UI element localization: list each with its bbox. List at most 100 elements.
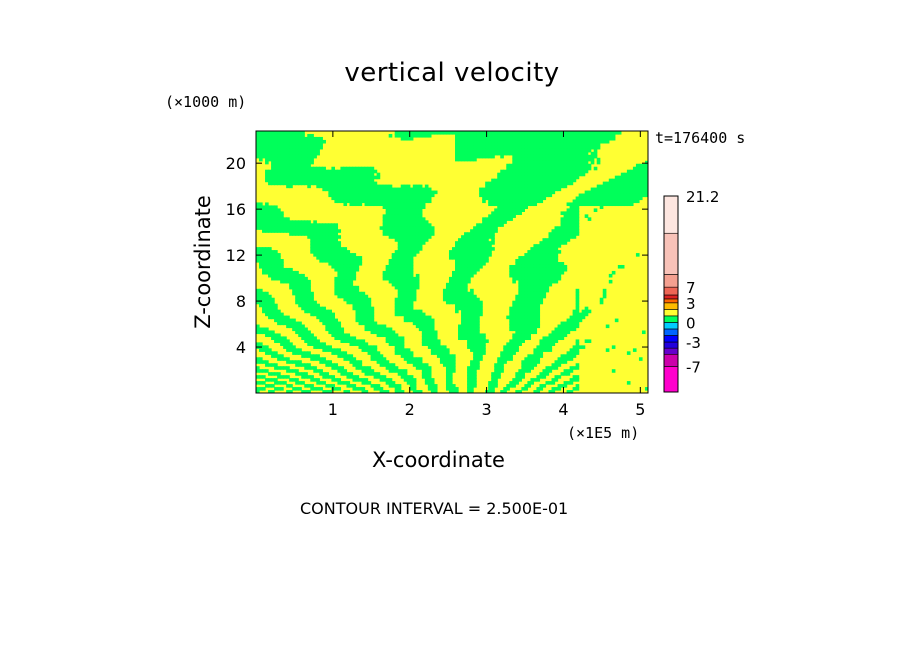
field-cell [406,184,411,189]
field-cell [518,300,522,305]
field-cell [277,375,281,379]
field-cell [352,169,357,174]
field-cell [572,223,577,227]
field-cell [464,262,468,266]
field-cell [539,163,544,168]
field-cell [524,187,528,192]
field-cell [292,285,296,290]
field-cell [355,378,360,382]
field-cell [527,154,531,159]
field-cell [527,163,531,168]
field-cell [602,136,607,141]
field-cell [566,235,571,239]
field-cell [500,211,504,215]
field-cell [322,360,326,364]
field-cell [464,253,468,257]
field-cell [445,378,450,382]
field-cell [518,309,522,314]
field-cell [298,163,302,168]
field-cell [608,187,613,192]
field-cell [521,172,525,177]
field-cell [334,378,339,382]
field-cell [286,175,290,180]
field-cell [418,232,423,236]
field-cell [488,148,492,153]
field-cell [599,202,604,207]
field-cell [458,238,462,242]
field-cell [415,250,420,254]
colorbar-segment [663,298,679,304]
field-cell [298,145,302,150]
field-cell [482,253,486,257]
field-cell [379,360,384,364]
field-cell [488,151,492,156]
field-cell [280,214,284,218]
field-cell [319,136,323,141]
field-cell [313,342,317,346]
field-cell [397,288,402,293]
field-cell [539,196,544,201]
field-cell [512,348,516,352]
field-cell [412,378,417,382]
field-cell [524,139,528,144]
field-cell [310,133,314,138]
field-cell [485,223,489,227]
field-cell [271,351,275,355]
colorbar-segment [663,322,679,330]
field-cell [337,193,342,198]
field-cell [470,318,474,323]
field-cell [403,187,408,192]
field-cell [343,336,348,341]
field-cell [479,351,483,355]
field-cell [310,384,314,388]
field-cell [530,354,535,358]
field-cell [551,131,556,135]
field-cell [476,253,480,257]
field-cell [548,366,553,370]
field-cell [521,330,525,335]
field-cell [569,232,574,236]
field-cell [584,190,589,195]
field-cell [286,139,290,144]
field-cell [349,285,354,290]
field-cell [379,190,384,195]
field-cell [566,220,571,224]
field-cell [274,226,278,230]
field-cell [515,196,519,201]
field-cell [328,181,332,186]
field-cell [476,247,480,251]
field-cell [442,345,447,349]
field-cell [319,387,323,391]
field-cell [527,199,531,204]
field-cell [268,148,272,153]
field-cell [361,390,366,393]
field-cell [397,226,402,230]
field-cell [274,145,278,150]
field-cell [491,202,495,207]
field-cell [569,145,574,150]
field-cell [439,357,444,361]
field-cell [406,375,411,379]
field-cell [494,229,498,233]
field-cell [608,131,613,135]
field-cell [337,336,342,341]
field-cell [476,145,480,150]
field-cell [557,273,562,278]
field-cell [382,360,387,364]
field-cell [346,297,351,302]
field-cell [473,151,477,156]
field-cell [343,196,348,201]
field-cell [617,264,622,269]
field-cell [473,306,477,311]
field-cell [560,163,565,168]
field-cell [298,273,302,278]
field-cell [340,276,345,281]
field-cell [415,208,420,212]
field-cell [355,172,360,177]
field-cell [259,291,263,296]
field-cell [545,276,550,281]
field-cell [512,136,516,141]
field-cell [385,276,390,281]
field-cell [310,247,314,251]
field-cell [470,348,474,352]
